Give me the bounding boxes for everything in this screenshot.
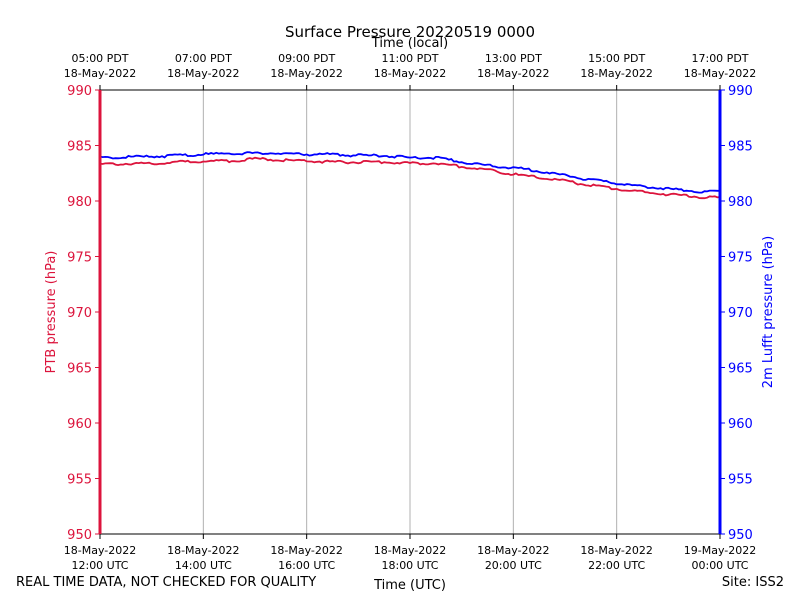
quality-disclaimer: REAL TIME DATA, NOT CHECKED FOR QUALITY (16, 575, 317, 590)
x-bottom-tick-time: 16:00 UTC (278, 559, 335, 572)
y-right-tick-label: 975 (728, 251, 753, 266)
y-axis-right-label: 2m Lufft pressure (hPa) (761, 236, 776, 388)
y-right-tick-label: 955 (728, 473, 753, 488)
chart-title: Surface Pressure 20220519 0000 (285, 23, 535, 41)
x-bottom-tick-date: 19-May-2022 (684, 544, 756, 557)
x-top-tick-date: 18-May-2022 (684, 67, 756, 80)
x-bottom-tick-date: 18-May-2022 (167, 544, 239, 557)
x-top-tick-time: 05:00 PDT (71, 52, 128, 65)
y-left-tick-label: 950 (67, 528, 92, 543)
x-bottom-tick-date: 18-May-2022 (374, 544, 446, 557)
y-right-tick-label: 970 (728, 306, 753, 321)
x-bottom-tick-time: 12:00 UTC (71, 559, 128, 572)
y-left-tick-label: 990 (67, 84, 92, 99)
x-bottom-tick-time: 22:00 UTC (588, 559, 645, 572)
x-top-tick-time: 13:00 PDT (485, 52, 542, 65)
x-top-tick-date: 18-May-2022 (270, 67, 342, 80)
y-right-tick-label: 990 (728, 84, 753, 99)
y-left-tick-label: 970 (67, 306, 92, 321)
y-left-tick-label: 975 (67, 251, 92, 266)
y-right-tick-label: 960 (728, 417, 753, 432)
x-bottom-tick-date: 18-May-2022 (270, 544, 342, 557)
grid-layer (202, 90, 618, 534)
y-left-tick-label: 965 (67, 362, 92, 377)
y-left-tick-label: 960 (67, 417, 92, 432)
y-right-tick-label: 980 (728, 195, 753, 210)
y-left-tick-label: 985 (67, 140, 92, 155)
y-axis-left-label: PTB pressure (hPa) (44, 251, 59, 374)
lufft-pressure-line (99, 151, 720, 194)
x-top-tick-date: 18-May-2022 (64, 67, 136, 80)
x-top-tick-time: 09:00 PDT (278, 52, 335, 65)
x-top-tick-date: 18-May-2022 (477, 67, 549, 80)
y-left-tick-label: 980 (67, 195, 92, 210)
x-axis-label: Time (UTC) (373, 578, 446, 593)
x-bottom-tick-time: 18:00 UTC (381, 559, 438, 572)
y-right-tick-label: 965 (728, 362, 753, 377)
x-bottom-tick-date: 18-May-2022 (64, 544, 136, 557)
x-top-tick-date: 18-May-2022 (167, 67, 239, 80)
y-right-tick-label: 985 (728, 140, 753, 155)
x-top-tick-date: 18-May-2022 (580, 67, 652, 80)
series-layer (99, 151, 721, 200)
x-top-tick-time: 15:00 PDT (588, 52, 645, 65)
top-axis-label: Time (local) (371, 36, 448, 51)
x-top-tick-time: 17:00 PDT (691, 52, 748, 65)
x-bottom-tick-date: 18-May-2022 (477, 544, 549, 557)
tick-layer: 950 950 955 955 960 960 965 965 970 970 975 975 980 9… (64, 52, 756, 572)
x-bottom-tick-time: 00:00 UTC (691, 559, 748, 572)
x-top-tick-date: 18-May-2022 (374, 67, 446, 80)
x-bottom-tick-date: 18-May-2022 (580, 544, 652, 557)
x-top-tick-time: 11:00 PDT (381, 52, 438, 65)
ptb-pressure-line (99, 156, 721, 200)
y-left-tick-label: 955 (67, 473, 92, 488)
x-top-tick-time: 07:00 PDT (175, 52, 232, 65)
x-bottom-tick-time: 20:00 UTC (485, 559, 542, 572)
y-right-tick-label: 950 (728, 528, 753, 543)
x-bottom-tick-time: 14:00 UTC (175, 559, 232, 572)
site-label: Site: ISS2 (721, 575, 784, 590)
